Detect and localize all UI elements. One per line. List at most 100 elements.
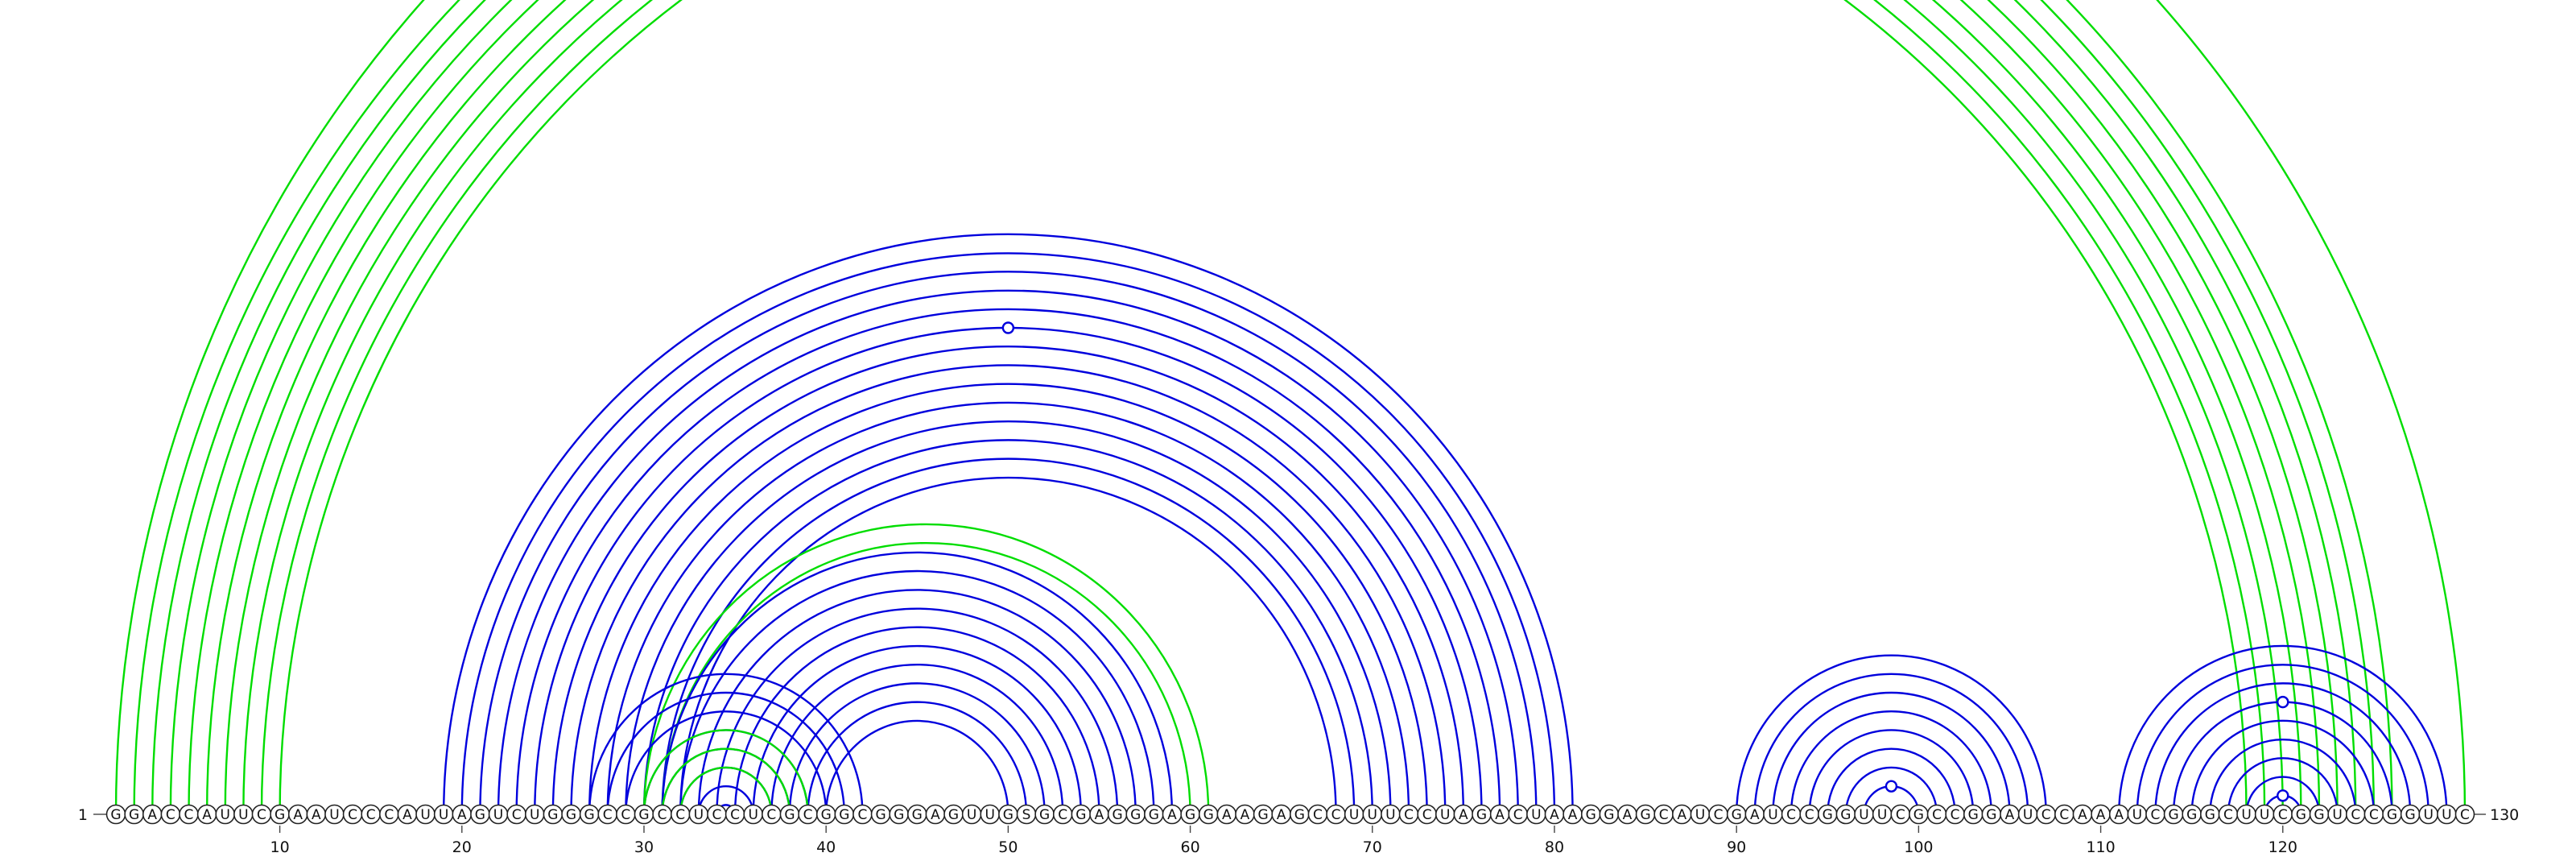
nucleotide-letter: A: [2114, 807, 2124, 823]
nucleotide: G: [1198, 804, 1219, 825]
nucleotide-letter: G: [1294, 807, 1305, 823]
nucleotide: A: [1489, 804, 1510, 825]
nucleotide: A: [142, 804, 163, 825]
nucleotide-letter: C: [2223, 807, 2233, 823]
tick-label: 10: [270, 838, 289, 856]
nucleotide: U: [1526, 804, 1546, 825]
base-pair-arc-116-124: [2209, 738, 2357, 815]
nucleotide: G: [270, 804, 290, 825]
nucleotide-letter: G: [1257, 807, 1268, 823]
nucleotide: C: [361, 804, 381, 825]
nucleotide: G: [634, 804, 654, 825]
tick-label: 70: [1363, 838, 1382, 856]
nucleotide: C: [2454, 804, 2475, 825]
nucleotide-letter: G: [1039, 807, 1050, 823]
base-pair-arc-22-78: [497, 289, 1519, 815]
base-pair-arc-1-130: [114, 0, 2467, 815]
nucleotide-letter: A: [1677, 807, 1686, 823]
base-pair-arc-28-41: [606, 691, 845, 815]
nucleotide-letter: C: [1659, 807, 1669, 823]
nucleotide: C: [798, 804, 818, 825]
nucleotide: U: [215, 804, 236, 825]
base-pair-arc-29-40: [625, 710, 828, 815]
nucleotide-letter: G: [2296, 807, 2306, 823]
base-pair-arc-32-37: [679, 766, 773, 815]
nucleotide-letter: U: [220, 807, 229, 823]
nucleotide-letter: U: [493, 807, 503, 823]
nucleotide-letter: A: [1222, 807, 1232, 823]
nucleotide-letter: C: [730, 807, 740, 823]
base-pair-arc-29-71: [625, 420, 1392, 815]
nucleotide-letter: C: [166, 807, 175, 823]
position-axis: 10 20 30 40 50 60 70 80 90 100 110 120: [270, 826, 2297, 856]
nucleotide: U: [688, 804, 709, 825]
nucleotide: U: [980, 804, 1001, 825]
nucleotide: C: [707, 804, 727, 825]
nucleotide: U: [2418, 804, 2439, 825]
nucleotide-letter: G: [1113, 807, 1123, 823]
nucleotide: C: [1781, 804, 1802, 825]
nucleotide: A: [2000, 804, 2020, 825]
nucleotide-letter: G: [1203, 807, 1214, 823]
nucleotide-letter: A: [312, 807, 321, 823]
base-pair-arc-3-125: [151, 0, 2376, 815]
nucleotide: G: [1107, 804, 1128, 825]
nucleotide-letter: U: [1368, 807, 1377, 823]
base-pair-arc-21-79: [479, 271, 1538, 815]
nucleotide: C: [1052, 804, 1073, 825]
nucleotide-letter: C: [1932, 807, 1942, 823]
nucleotide: U: [743, 804, 764, 825]
nucleotide-letter: A: [1241, 807, 1250, 823]
nucleotide-letter: G: [784, 807, 795, 823]
nucleotide-letter: G: [821, 807, 832, 823]
base-pair-arc-30-70: [642, 439, 1373, 815]
base-pair-arc-31-69: [661, 457, 1356, 815]
nucleotide-circle: [2454, 804, 2475, 825]
nucleotide: U: [324, 804, 345, 825]
base-pair-arc-113-127: [2154, 682, 2412, 815]
base-pair-arc-23-77: [515, 308, 1501, 815]
nucleotide: A: [925, 804, 946, 825]
base-pair-arc-34-56: [716, 607, 1119, 815]
nucleotide-letter: G: [912, 807, 923, 823]
nucleotide-letter: G: [1476, 807, 1487, 823]
nucleotide-letter: A: [1568, 807, 1578, 823]
nucleotide-letter: C: [384, 807, 394, 823]
nucleotide-letter: C: [184, 807, 194, 823]
nucleotide: G: [906, 804, 927, 825]
nucleotide-letter: U: [694, 807, 704, 823]
nucleotide: G: [1253, 804, 1274, 825]
nucleotide-letter: A: [931, 807, 940, 823]
nucleotide-letter: C: [675, 807, 685, 823]
base-pair-arc-118-122: [2245, 776, 2321, 815]
nucleotide-letter: C: [1404, 807, 1414, 823]
nucleotide: C: [1398, 804, 1419, 825]
nucleotide: C: [670, 804, 691, 825]
nucleotide-letter: G: [1604, 807, 1614, 823]
nucleotide-letter: A: [1750, 807, 1760, 823]
nucleotide-letter: C: [658, 807, 667, 823]
nucleotide: G: [543, 804, 564, 825]
nucleotide-letter: G: [1968, 807, 1979, 823]
nucleotide: G: [1290, 804, 1310, 825]
nucleotide: A: [1089, 804, 1109, 825]
nucleotide-letter: G: [2387, 807, 2397, 823]
nucleotide: U: [488, 804, 509, 825]
nucleotide: G: [1909, 804, 1929, 825]
nucleotide-letter: U: [2241, 807, 2251, 823]
nucleotide-letter: A: [202, 807, 212, 823]
nucleotide-letter: U: [1531, 807, 1541, 823]
base-pair-arc-31-60: [661, 541, 1191, 815]
pair-marker-icon: [2277, 695, 2289, 709]
base-pair-arcs: [114, 0, 2467, 815]
nucleotide-letter: C: [1805, 807, 1814, 823]
nucleotide-letter: G: [1185, 807, 1195, 823]
nucleotide: G: [1817, 804, 1838, 825]
nucleotide-letter: G: [1586, 807, 1596, 823]
tick-label: 110: [2086, 838, 2115, 856]
base-pair-arc-28-72: [606, 401, 1410, 815]
nucleotide: G: [2182, 804, 2202, 825]
nucleotide-letter: C: [1422, 807, 1432, 823]
nucleotide-letter: A: [1095, 807, 1104, 823]
tick-label: 50: [998, 838, 1018, 856]
